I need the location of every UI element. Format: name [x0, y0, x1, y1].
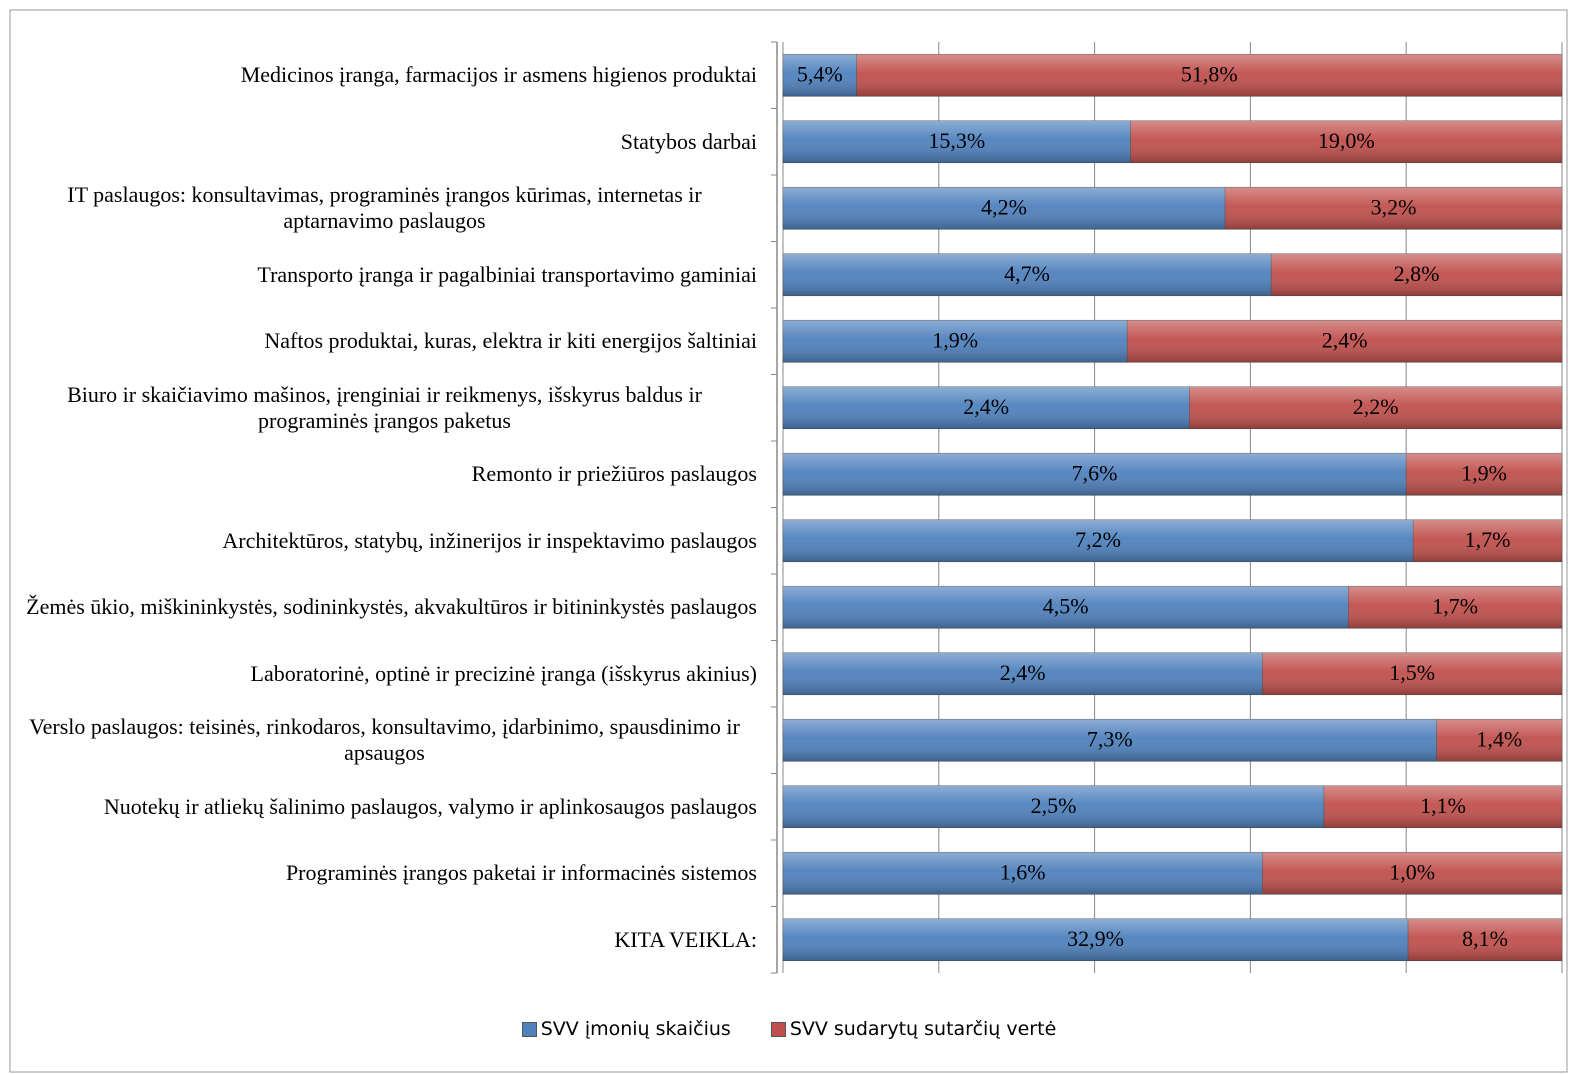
value-label: 51,8%	[1181, 61, 1238, 86]
bar-shade	[783, 54, 857, 97]
value-label: 4,5%	[1043, 593, 1089, 618]
value-label: 1,9%	[932, 327, 978, 352]
category-text: Žemės ūkio, miškininkystės, sodininkystė…	[26, 594, 757, 620]
category-text: Architektūros, statybų, inžinerijos ir i…	[222, 527, 757, 553]
legend-swatch	[770, 1021, 786, 1037]
bar-shade	[856, 54, 1562, 97]
value-label: 7,3%	[1087, 726, 1133, 751]
category-text: Nuotekų ir atliekų šalinimo paslaugos, v…	[103, 793, 757, 819]
category-text: Medicinos įranga, farmacijos ir asmens h…	[240, 62, 757, 88]
bar-shade	[783, 120, 1131, 163]
legend-item: SVV sudarytų sutarčių vertė	[770, 1018, 1057, 1040]
value-label: 3,2%	[1371, 194, 1417, 219]
value-label: 1,7%	[1465, 527, 1511, 552]
bar-shade	[1348, 586, 1562, 629]
category-label: Transporto įranga ir pagalbiniai transpo…	[10, 235, 757, 315]
bar-shade	[783, 519, 1414, 562]
bar-shade	[783, 253, 1272, 296]
bar-shade	[1127, 320, 1562, 363]
bar-shade	[783, 918, 1409, 961]
category-label: Verslo paslaugos: teisinės, rinkodaros, …	[10, 700, 757, 780]
bar-shade	[1189, 386, 1562, 429]
value-label: 1,4%	[1476, 726, 1522, 751]
value-label: 4,2%	[981, 194, 1027, 219]
category-label: Nuotekų ir atliekų šalinimo paslaugos, v…	[10, 767, 757, 847]
value-label: 7,2%	[1075, 527, 1121, 552]
category-text: Naftos produktai, kuras, elektra ir kiti…	[264, 328, 757, 354]
category-text: Statybos darbai	[620, 128, 757, 154]
bar-shade	[1225, 187, 1562, 230]
value-label: 2,4%	[963, 394, 1009, 419]
value-label: 2,4%	[1322, 327, 1368, 352]
category-label: Biuro ir skaičiavimo mašinos, įrenginiai…	[10, 368, 757, 448]
bar-shade	[1323, 785, 1562, 828]
value-label: 1,0%	[1389, 859, 1435, 884]
category-label: Statybos darbai	[10, 102, 757, 182]
category-label: KITA VEIKLA:	[10, 900, 757, 980]
bar-shade	[783, 852, 1263, 895]
bar-shade	[1262, 652, 1562, 695]
bar-shade	[1271, 253, 1562, 296]
bar-shade	[1413, 519, 1562, 562]
bar-shade	[1262, 852, 1562, 895]
bar-shade	[783, 586, 1349, 629]
value-label: 1,6%	[1000, 859, 1046, 884]
category-label: Programinės įrangos paketai ir informaci…	[10, 833, 757, 913]
value-label: 2,5%	[1031, 793, 1077, 818]
bar-shade	[783, 320, 1128, 363]
legend-label: SVV įmonių skaičius	[540, 1018, 731, 1040]
category-text: IT paslaugos: konsultavimas, programinės…	[67, 182, 702, 234]
value-label: 8,1%	[1462, 926, 1508, 951]
value-label: 7,6%	[1072, 460, 1118, 485]
legend-item: SVV įmonių skaičius	[521, 1018, 731, 1040]
value-label: 4,7%	[1004, 261, 1050, 286]
category-text: Verslo paslaugos: teisinės, rinkodaros, …	[29, 714, 740, 766]
category-text: Laboratorinė, optinė ir precizinė įranga…	[250, 660, 757, 686]
bar-shade	[783, 386, 1190, 429]
value-label: 2,4%	[1000, 660, 1046, 685]
category-label: Remonto ir priežiūros paslaugos	[10, 434, 757, 514]
category-text: KITA VEIKLA:	[614, 926, 757, 952]
category-label: Architektūros, statybų, inžinerijos ir i…	[10, 501, 757, 581]
value-label: 1,7%	[1432, 593, 1478, 618]
value-label: 32,9%	[1067, 926, 1124, 951]
bar-shade	[1408, 918, 1562, 961]
category-text: Transporto įranga ir pagalbiniai transpo…	[257, 261, 757, 287]
category-label: IT paslaugos: konsultavimas, programinės…	[10, 168, 757, 248]
value-label: 1,9%	[1461, 460, 1507, 485]
legend: SVV įmonių skaičius SVV sudarytų sutarčių…	[0, 1018, 1578, 1040]
category-label: Laboratorinė, optinė ir precizinė įranga…	[10, 634, 757, 714]
bar-shade	[1130, 120, 1562, 163]
category-label: Medicinos įranga, farmacijos ir asmens h…	[10, 35, 757, 115]
category-text: Biuro ir skaičiavimo mašinos, įrenginiai…	[67, 381, 702, 433]
bar-shade	[783, 187, 1226, 230]
value-label: 1,1%	[1420, 793, 1466, 818]
value-label: 2,2%	[1353, 394, 1399, 419]
bar-shade	[783, 719, 1437, 762]
value-label: 1,5%	[1389, 660, 1435, 685]
bar-shade	[1436, 719, 1562, 762]
legend-swatch	[521, 1021, 537, 1037]
category-label: Naftos produktai, kuras, elektra ir kiti…	[10, 301, 757, 381]
value-label: 19,0%	[1318, 128, 1375, 153]
frame	[9, 9, 1568, 1073]
bar-shade	[1406, 453, 1562, 496]
category-label: Žemės ūkio, miškininkystės, sodininkystė…	[10, 567, 757, 647]
category-text: Programinės įrangos paketai ir informaci…	[285, 860, 757, 886]
bar-shade	[783, 652, 1263, 695]
legend-label: SVV sudarytų sutarčių vertė	[789, 1018, 1057, 1040]
value-label: 5,4%	[797, 61, 843, 86]
bar-shade	[783, 785, 1324, 828]
bar-shade	[783, 453, 1407, 496]
category-text: Remonto ir priežiūros paslaugos	[471, 461, 757, 487]
value-label: 2,8%	[1394, 261, 1440, 286]
value-label: 15,3%	[928, 128, 985, 153]
